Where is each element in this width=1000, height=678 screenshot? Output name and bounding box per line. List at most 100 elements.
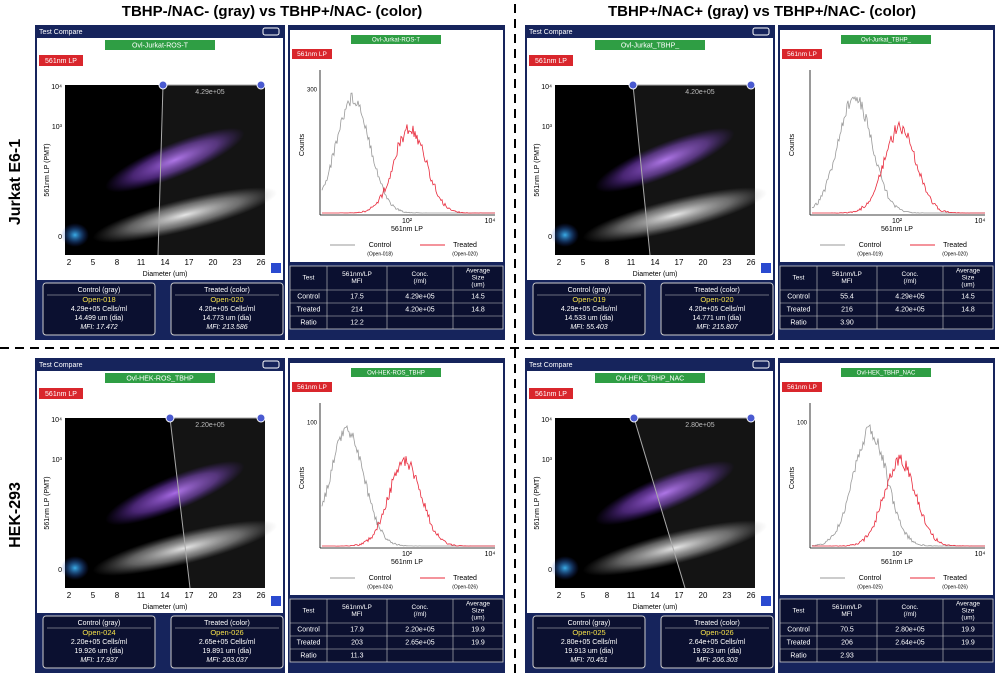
table-cell: 14.5 bbox=[961, 293, 975, 300]
table-cell: 11.3 bbox=[350, 652, 363, 659]
summary-box bbox=[170, 282, 284, 336]
x-tick-label: 14 bbox=[651, 258, 660, 267]
summary-conc: 4.20e+05 Cells/ml bbox=[199, 306, 256, 313]
table-header: MFI bbox=[841, 278, 852, 285]
plot-type-icon bbox=[761, 263, 771, 273]
channel-badge-bg bbox=[782, 382, 822, 392]
summary-conc: 4.20e+05 Cells/ml bbox=[689, 306, 746, 313]
table-row-name: Treated bbox=[787, 639, 811, 646]
gate-value: 2.80e+05 bbox=[685, 422, 714, 429]
legend-label: Control bbox=[859, 575, 882, 582]
x-axis-label: Diameter (um) bbox=[143, 604, 188, 611]
gate-label-bg bbox=[841, 368, 931, 377]
gate-region bbox=[634, 418, 755, 588]
gate-handle bbox=[158, 80, 168, 90]
summary-mfi: MFI: 206.303 bbox=[696, 657, 737, 664]
table-row-name: Treated bbox=[297, 639, 321, 646]
table-cell: 14.8 bbox=[961, 306, 975, 313]
x-tick-label: 17 bbox=[185, 591, 194, 600]
gate-handle bbox=[628, 80, 638, 90]
table-header: Test bbox=[303, 608, 315, 615]
x-tick-label: 2 bbox=[557, 258, 562, 267]
x-tick-label: 5 bbox=[91, 258, 96, 267]
table-cell: 2.64e+05 bbox=[895, 639, 924, 646]
x-tick-label: 17 bbox=[185, 258, 194, 267]
legend-file: (Open-025) bbox=[857, 584, 883, 590]
table-header: Size bbox=[472, 275, 485, 282]
gate-handle bbox=[746, 80, 756, 90]
x-tick-label: 26 bbox=[257, 591, 266, 600]
y-axis-label: 561nm LP (PMT) bbox=[534, 476, 541, 529]
gate-value: 2.20e+05 bbox=[195, 422, 224, 429]
debris-cloud bbox=[61, 556, 89, 580]
legend-label: Treated bbox=[453, 242, 477, 249]
summary-conc: 2.80e+05 Cells/ml bbox=[561, 639, 618, 646]
hist-x-tick-label: 10⁴ bbox=[485, 218, 496, 225]
table-header: Size bbox=[962, 275, 975, 282]
table-cell: 70.5 bbox=[840, 626, 854, 633]
row-label: Jurkat E6-1 bbox=[7, 139, 24, 225]
table-header: Conc. bbox=[902, 271, 919, 278]
table-cell: 17.9 bbox=[350, 626, 364, 633]
hist-y-axis-label: Counts bbox=[789, 133, 796, 156]
x-tick-label: 2 bbox=[67, 591, 72, 600]
hist-x-tick-label: 10² bbox=[892, 551, 903, 558]
gate-label: Ovl-HEK_TBHP_NAC bbox=[616, 375, 684, 382]
summary-size: 14.533 um (dia) bbox=[564, 315, 613, 322]
y-tick-label: 0 bbox=[58, 234, 62, 241]
table-cell: 19.9 bbox=[961, 626, 975, 633]
table-header: Conc. bbox=[412, 604, 429, 611]
summary-mfi: MFI: 70.451 bbox=[570, 657, 607, 664]
table-header: Conc. bbox=[902, 604, 919, 611]
app-title: Test Compare bbox=[529, 29, 573, 36]
table-bg bbox=[779, 265, 994, 330]
x-tick-label: 5 bbox=[91, 591, 96, 600]
summary-box bbox=[660, 282, 774, 336]
plot-type-icon bbox=[271, 263, 281, 273]
table-header: MFI bbox=[351, 611, 362, 618]
table-row-name: Ratio bbox=[790, 319, 806, 326]
summary-title: Control (gray) bbox=[78, 287, 121, 294]
legend-file: (Open-024) bbox=[367, 584, 393, 590]
column-header: TBHP-/NAC- (gray) vs TBHP+/NAC- (color) bbox=[122, 3, 422, 20]
hist-x-tick-label: 10⁴ bbox=[975, 218, 986, 225]
table-cell: 14.8 bbox=[471, 306, 485, 313]
summary-size: 14.499 um (dia) bbox=[74, 315, 123, 322]
table-header: Average bbox=[466, 268, 490, 275]
x-axis-label: Diameter (um) bbox=[633, 604, 678, 611]
gate-region bbox=[633, 85, 755, 255]
screen-area bbox=[780, 30, 993, 262]
x-tick-label: 26 bbox=[747, 591, 756, 600]
gate-label: Ovl-Jurkat-ROS-T bbox=[132, 42, 189, 49]
summary-file: Open-018 bbox=[82, 295, 115, 304]
gate-label-bg bbox=[595, 40, 705, 50]
hist-x-tick-label: 10⁴ bbox=[975, 551, 986, 558]
y-tick-label: 10³ bbox=[542, 124, 553, 131]
hist-x-axis-label: 561nm LP bbox=[881, 559, 913, 566]
row-label: HEK-293 bbox=[7, 482, 24, 548]
table-header: Test bbox=[793, 275, 805, 282]
table-cell: 14.5 bbox=[471, 293, 485, 300]
x-tick-label: 23 bbox=[233, 258, 242, 267]
table-row-name: Ratio bbox=[300, 319, 316, 326]
treated-histogram bbox=[322, 124, 495, 214]
x-tick-label: 2 bbox=[67, 258, 72, 267]
y-tick-label: 10³ bbox=[52, 124, 63, 131]
summary-conc: 4.29e+05 Cells/ml bbox=[561, 306, 618, 313]
x-tick-label: 8 bbox=[115, 258, 120, 267]
legend-label: Control bbox=[859, 242, 882, 249]
summary-conc: 4.29e+05 Cells/ml bbox=[71, 306, 128, 313]
y-tick-label: 0 bbox=[548, 234, 552, 241]
table-cell: 2.93 bbox=[840, 652, 854, 659]
summary-title: Control (gray) bbox=[568, 287, 611, 294]
summary-title: Control (gray) bbox=[78, 620, 121, 627]
app-title: Test Compare bbox=[39, 29, 83, 36]
table-cell: 4.20e+05 bbox=[405, 306, 434, 313]
summary-size: 14.771 um (dia) bbox=[692, 315, 741, 322]
summary-size: 19.891 um (dia) bbox=[202, 648, 251, 655]
hist-x-axis-label: 561nm LP bbox=[391, 226, 423, 233]
instrument-panel: Test Compare Ovl-Jurkat-ROS-T 561nm LP 4.29… bbox=[35, 25, 505, 340]
y-axis-label: 561nm LP (PMT) bbox=[44, 476, 51, 529]
instrument-panel: Test Compare Ovl-HEK_TBHP_NAC 561nm LP 2.80… bbox=[525, 358, 995, 673]
hist-x-axis-label: 561nm LP bbox=[391, 559, 423, 566]
